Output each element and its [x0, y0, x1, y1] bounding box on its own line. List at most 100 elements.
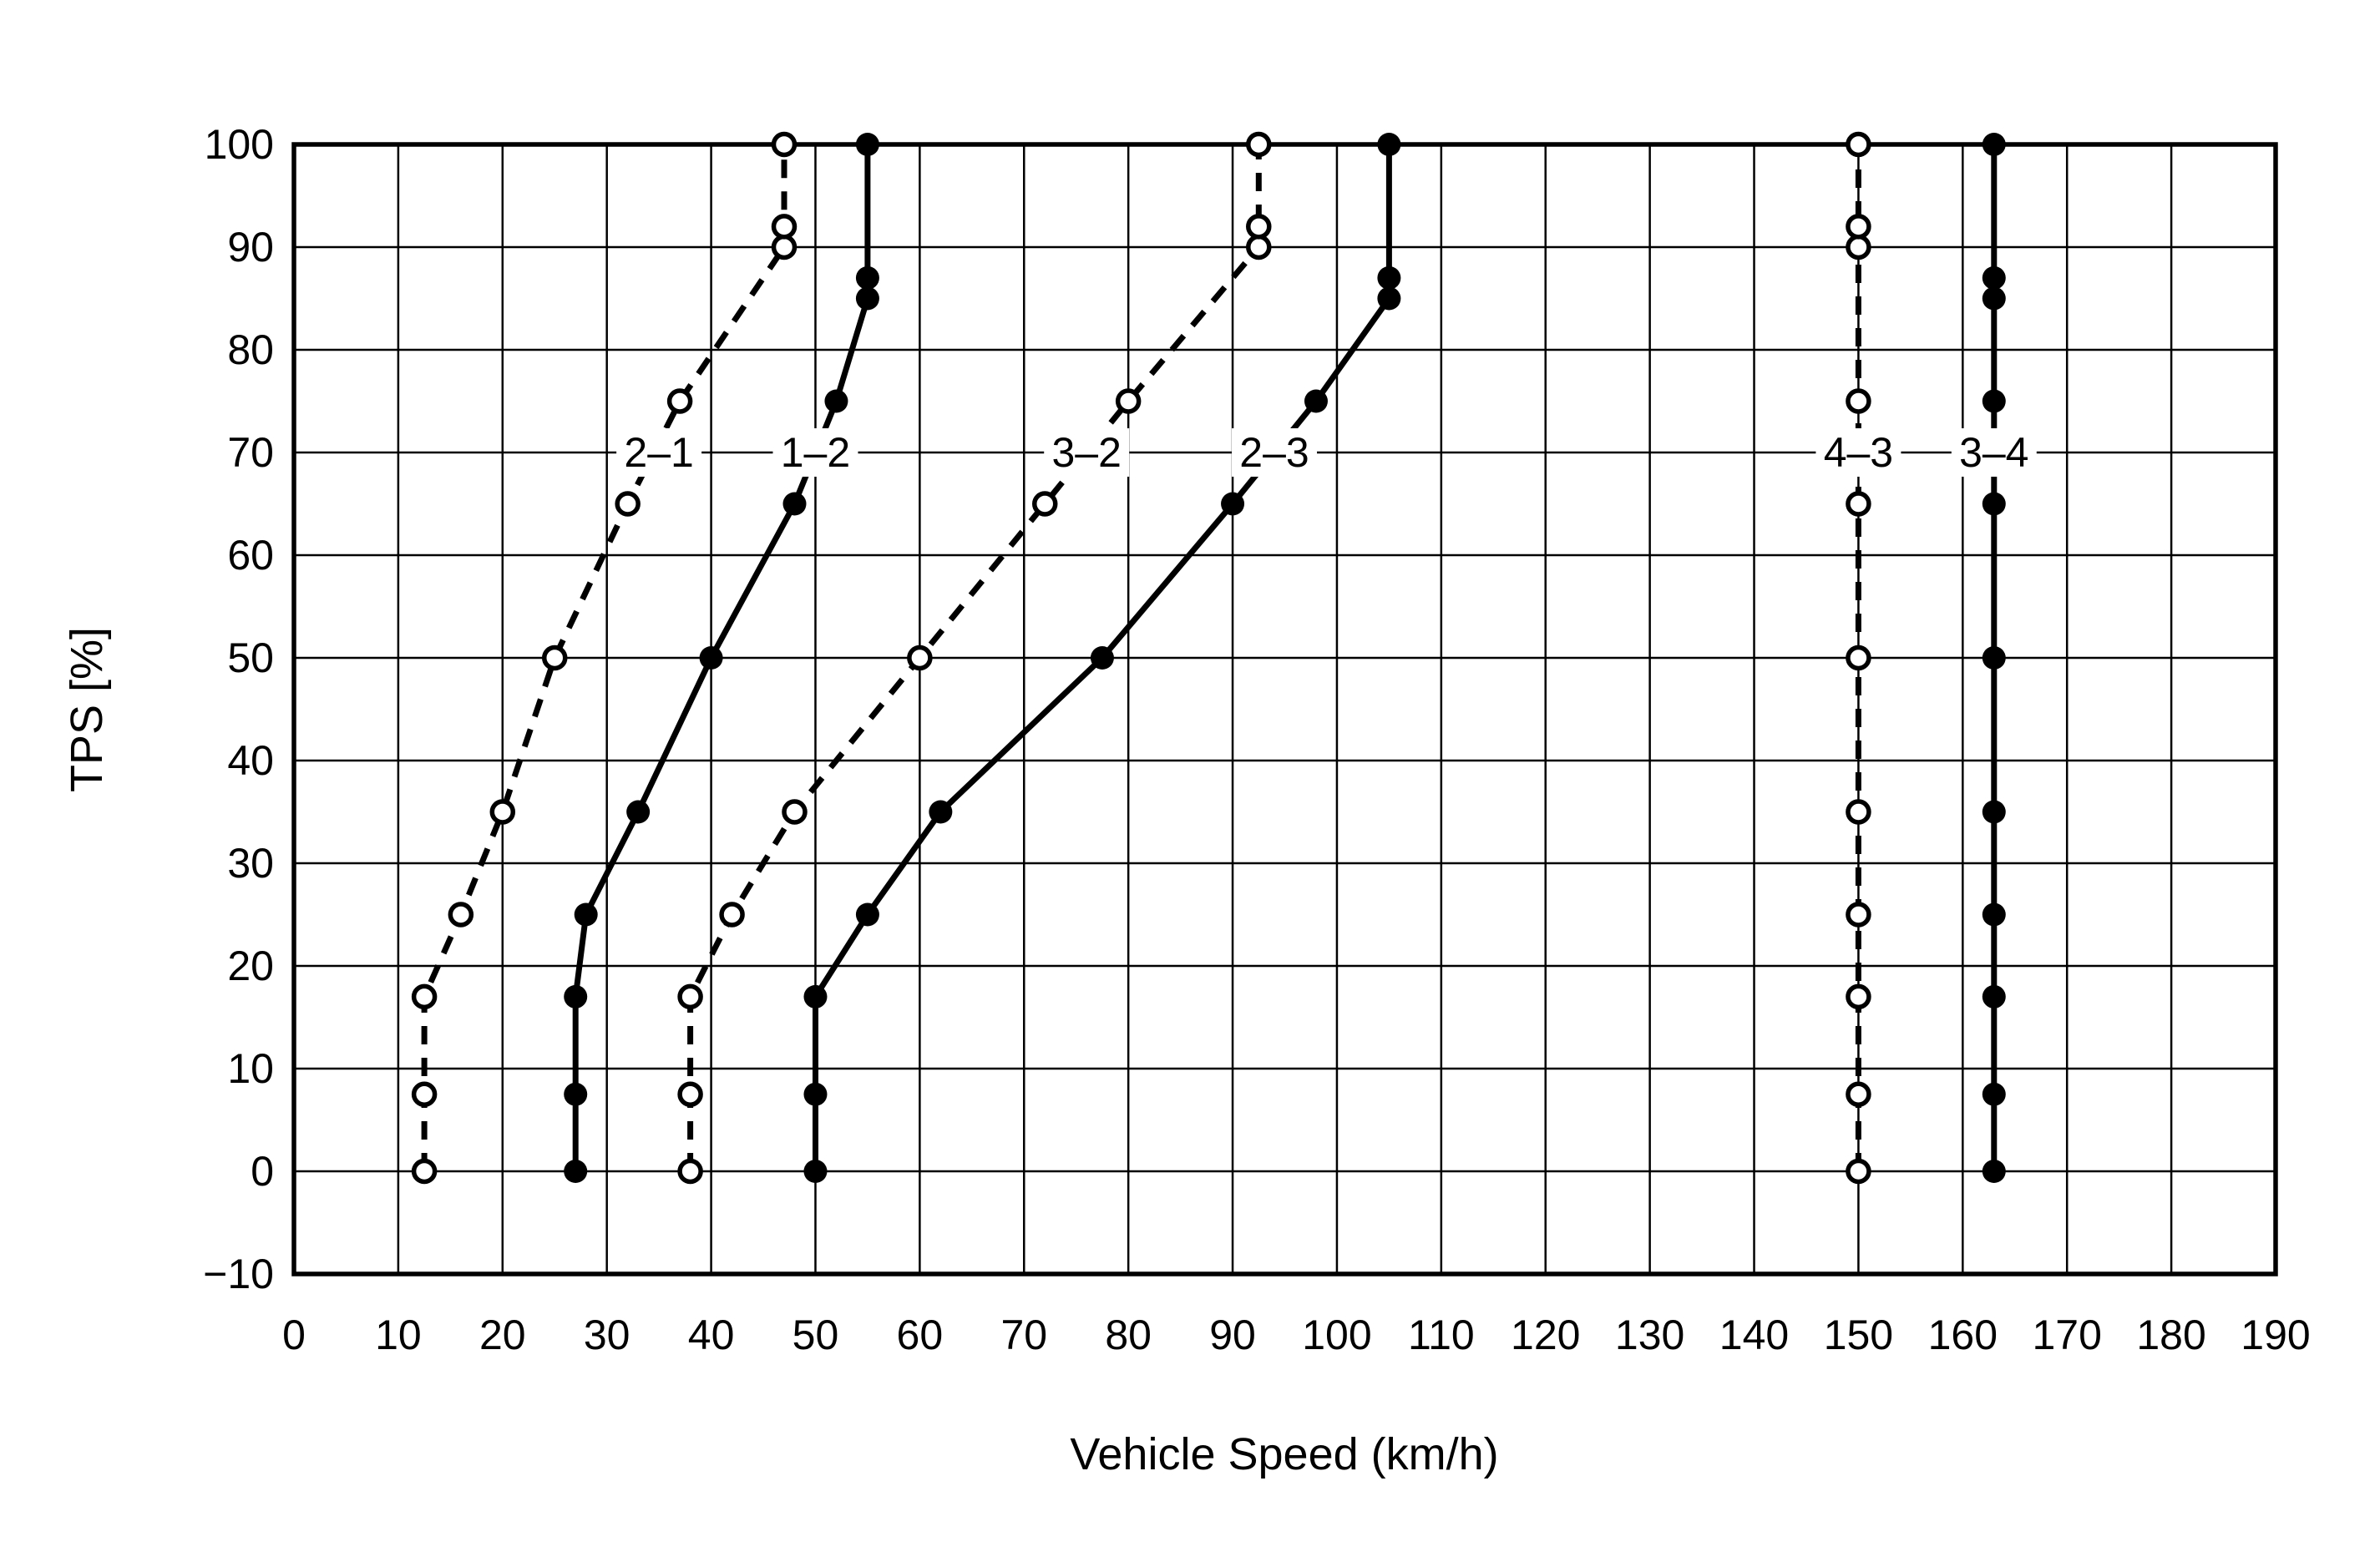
open-circle-marker [1846, 799, 1871, 825]
filled-circle-marker [1982, 265, 2006, 290]
filled-circle-marker [1221, 492, 1245, 516]
filled-circle-marker [1090, 646, 1114, 670]
y-tick-label: 10 [227, 1045, 274, 1092]
x-axis-tick-labels: 0 10 20 30 40 50 60 70 80 90 100 110 120 130 140 150 160… [282, 1312, 2311, 1358]
filled-circle-marker [1377, 265, 1401, 290]
open-circle-marker [1846, 214, 1871, 240]
filled-circle-marker [855, 265, 879, 290]
filled-circle-marker [1304, 389, 1328, 413]
x-tick-label: 100 [1302, 1312, 1371, 1358]
series-label-halo [1044, 428, 1130, 477]
open-circle-marker [489, 799, 516, 825]
x-tick-label: 90 [1209, 1312, 1256, 1358]
filled-circle-marker [1982, 902, 2006, 927]
x-tick-label: 140 [1719, 1312, 1789, 1358]
filled-circle-marker [564, 1160, 588, 1183]
series-label-2–1: 2–1 [616, 428, 702, 477]
open-circle-marker [1031, 491, 1058, 517]
series-label-text: 1–2 [781, 429, 850, 476]
filled-circle-marker [1982, 286, 2006, 311]
open-circle-marker [782, 799, 808, 825]
x-tick-label: 180 [2136, 1312, 2205, 1358]
series-label-text: 4–3 [1824, 429, 1893, 476]
series-label-2–3: 2–3 [1232, 428, 1318, 477]
open-circle-marker [1246, 234, 1272, 260]
y-tick-label: 50 [227, 634, 274, 681]
open-circle-marker [719, 902, 745, 928]
open-circle-marker [411, 1081, 438, 1107]
y-tick-label: 30 [227, 840, 274, 887]
gridlines [292, 143, 2277, 1276]
filled-circle-marker [929, 800, 953, 824]
y-tick-label: 0 [251, 1148, 274, 1195]
filled-circle-marker [1982, 389, 2006, 413]
open-circle-marker [1846, 1081, 1871, 1107]
y-tick-label: 100 [205, 121, 274, 168]
filled-circle-marker [1982, 800, 2006, 824]
open-circle-marker [448, 902, 474, 928]
plot-border-rect [291, 142, 2278, 1276]
open-circle-marker [677, 1158, 703, 1185]
filled-circle-marker [626, 800, 651, 824]
series-downshift-3–2 [677, 131, 1272, 1185]
x-tick-label: 130 [1615, 1312, 1684, 1358]
series-downshift-2–1 [411, 131, 798, 1185]
x-tick-label: 50 [792, 1312, 839, 1358]
filled-circle-marker [824, 389, 848, 413]
filled-circle-marker [855, 286, 879, 311]
open-circle-marker [1846, 983, 1871, 1010]
series-downshift-4–3 [1846, 131, 1871, 1185]
open-circle-marker [1846, 902, 1871, 928]
filled-circle-marker [1982, 1082, 2006, 1106]
filled-circle-marker [1982, 984, 2006, 1008]
x-tick-label: 60 [897, 1312, 944, 1358]
open-circle-marker [677, 1081, 703, 1107]
series-upshift-3–4 [1982, 133, 2006, 1183]
series-label-halo [616, 428, 702, 477]
filled-circle-marker [803, 984, 828, 1008]
y-tick-label: 60 [227, 532, 274, 579]
filled-circle-marker [803, 1160, 828, 1183]
x-tick-label: 20 [479, 1312, 526, 1358]
y-tick-label: 20 [227, 943, 274, 989]
open-circle-marker [411, 1158, 438, 1185]
plot-border [291, 142, 2278, 1276]
series-label-halo [1815, 428, 1901, 477]
open-circle-marker [1846, 388, 1871, 414]
filled-circle-marker [574, 902, 598, 927]
series-label-halo [1951, 428, 2037, 477]
filled-circle-marker [1982, 133, 2006, 156]
open-circle-marker [1246, 131, 1272, 158]
series-upshift-1–2 [564, 133, 879, 1183]
open-circle-marker [771, 131, 798, 158]
open-circle-marker [1846, 645, 1871, 671]
open-circle-marker [666, 388, 693, 414]
series-labels: 2–1 1–2 3–2 2–3 4–3 3–4 [616, 428, 2037, 477]
series-label-text: 2–3 [1239, 429, 1309, 476]
x-tick-label: 150 [1824, 1312, 1893, 1358]
open-circle-marker [1846, 131, 1871, 158]
open-circle-marker [541, 645, 568, 671]
open-circle-marker [1115, 388, 1142, 414]
x-tick-label: 0 [282, 1312, 306, 1358]
filled-circle-marker [803, 1082, 828, 1106]
y-tick-label: 40 [227, 737, 274, 784]
open-circle-marker [411, 983, 438, 1010]
series-label-halo [1232, 428, 1318, 477]
series-label-halo [772, 428, 858, 477]
y-tick-label: −10 [203, 1251, 274, 1297]
y-tick-label: 80 [227, 326, 274, 373]
open-circle-marker [771, 214, 798, 240]
filled-circle-marker [855, 133, 879, 156]
y-axis-title: TPS [%] [62, 627, 112, 792]
y-axis-tick-labels: −10 0 10 20 30 40 50 60 70 80 90 100 [203, 121, 274, 1297]
open-circle-marker [1846, 491, 1871, 517]
y-tick-label: 70 [227, 429, 274, 476]
filled-circle-marker [1377, 286, 1401, 311]
x-tick-label: 30 [584, 1312, 630, 1358]
open-circle-marker [677, 983, 703, 1010]
filled-circle-marker [782, 492, 807, 516]
open-circle-marker [1246, 214, 1272, 240]
filled-circle-marker [1982, 492, 2006, 516]
